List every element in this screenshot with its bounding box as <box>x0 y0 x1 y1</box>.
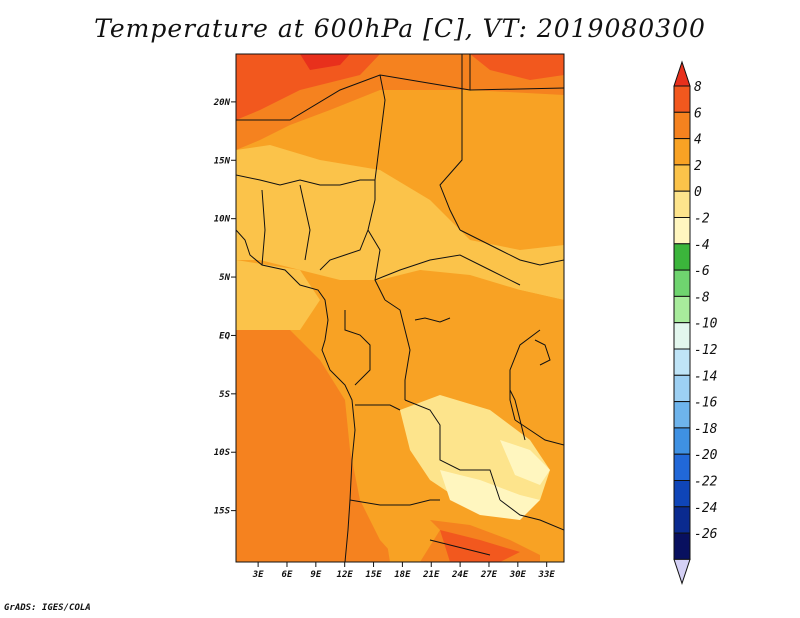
colorbar-swatch <box>673 506 691 534</box>
colorbar-label: -14 <box>694 369 717 384</box>
lat-tick-label: 10S <box>214 448 231 458</box>
colorbar-label: 8 <box>694 80 702 95</box>
colorbar-swatch <box>673 111 691 140</box>
credit-label: GrADS: IGES/COLA <box>4 603 91 613</box>
temperature-field <box>236 54 564 562</box>
colorbar-swatch <box>673 243 691 271</box>
colorbar-label: 2 <box>694 159 702 174</box>
lat-tick-label: 15S <box>214 507 231 517</box>
lon-tick-label: 27E <box>480 570 498 580</box>
latitude-axis: 20N 15N 10N 5N EQ 5S 10S 15S <box>213 98 236 517</box>
colorbar-label: -20 <box>694 448 718 463</box>
lat-tick-label: EQ <box>219 331 230 341</box>
colorbar-swatch <box>673 401 691 429</box>
lon-tick-label: 12E <box>337 570 354 580</box>
colorbar-label: 6 <box>694 106 702 121</box>
colorbar-label: -6 <box>694 264 710 279</box>
colorbar-label: -16 <box>694 396 718 411</box>
colorbar-label: -12 <box>694 343 718 358</box>
colorbar-label: 0 <box>694 185 702 200</box>
colorbar-swatch <box>673 348 691 376</box>
colorbar-swatch <box>673 269 691 297</box>
map-frame <box>235 53 565 563</box>
colorbar-swatch <box>673 295 691 324</box>
colorbar-label: -2 <box>694 212 710 227</box>
lon-tick-label: 30E <box>509 570 527 580</box>
lat-tick-label: 10N <box>214 215 231 225</box>
lon-tick-label: 6E <box>282 570 293 580</box>
colorbar-swatch <box>673 138 691 166</box>
colorbar-swatch <box>673 480 691 508</box>
lat-tick-label: 5N <box>219 273 230 283</box>
lon-tick-label: 15E <box>365 570 382 580</box>
colorbar-label: 4 <box>694 133 702 148</box>
lat-tick-label: 15N <box>214 156 231 166</box>
colorbar-label: -4 <box>694 238 710 253</box>
colorbar-label: -10 <box>694 317 718 332</box>
colorbar-swatch <box>673 190 691 218</box>
colorbar-swatch <box>673 427 691 455</box>
lon-tick-label: 33E <box>538 570 556 580</box>
lat-tick-label: 20N <box>213 98 231 108</box>
country-borders <box>236 54 564 562</box>
colorbar-label: -8 <box>694 290 710 305</box>
colorbar-top-arrow <box>673 60 691 87</box>
lon-tick-label: 18E <box>394 570 411 580</box>
colorbar-label: -18 <box>694 422 718 437</box>
colorbar-swatch <box>673 164 691 192</box>
longitude-axis: 3E 6E 9E 12E 15E 18E 21E 24E 27E 30E 33E <box>252 562 556 580</box>
colorbar-swatch <box>673 532 691 560</box>
lat-tick-label: 5S <box>219 390 230 400</box>
colorbar-swatch <box>673 453 691 482</box>
colorbar-label: -22 <box>694 475 718 490</box>
lon-tick-label: 3E <box>252 570 264 580</box>
lon-tick-label: 9E <box>310 570 321 580</box>
colorbar-label: -24 <box>694 501 717 516</box>
map-title: Temperature at 600hPa [C], VT: 201908030… <box>94 14 706 43</box>
colorbar-swatch <box>673 322 691 350</box>
colorbar-swatch <box>673 85 691 113</box>
colorbar: 8 6 4 2 0 -2 -4 -6 -8 -10 -12 -14 -16 -18 -20 -22 -24 -26 <box>673 60 718 585</box>
lon-tick-label: 21E <box>422 570 440 580</box>
colorbar-swatch <box>673 374 691 403</box>
colorbar-swatch <box>673 217 691 245</box>
colorbar-bottom-arrow <box>673 558 691 585</box>
lon-tick-label: 24E <box>451 570 469 580</box>
colorbar-label: -26 <box>694 527 718 542</box>
